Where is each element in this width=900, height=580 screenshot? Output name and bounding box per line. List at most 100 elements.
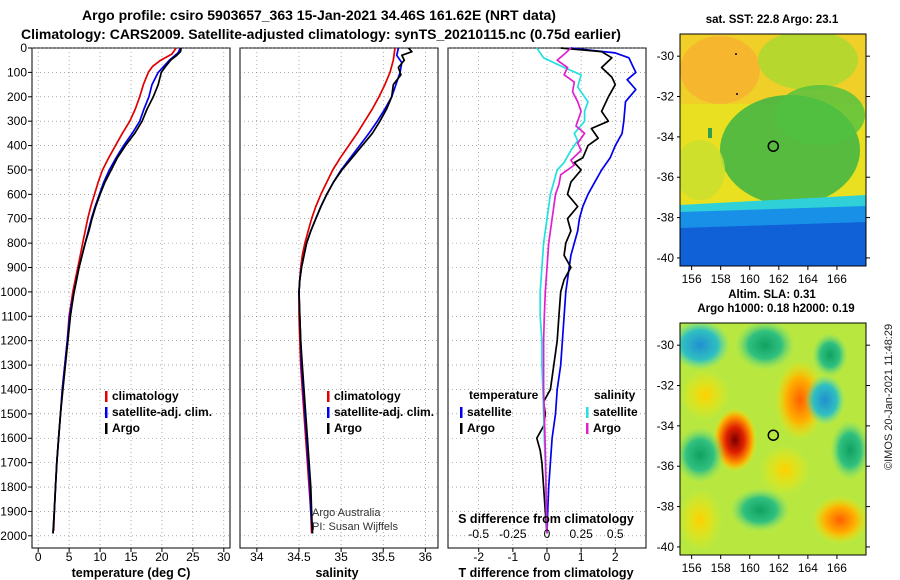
- temperature-legend: climatology satellite-adj. clim. Argo: [105, 389, 212, 435]
- series-line-climatology: [298, 47, 396, 534]
- credit-line2: PI: Susan Wijffels: [312, 521, 398, 533]
- x-tick-label: 0: [35, 550, 42, 564]
- s-difference-ticks: -0.5 -0.25 0 0.25 0.5: [468, 527, 624, 541]
- lat-tick-label: -40: [657, 251, 675, 265]
- depth-tick-label: 1000: [0, 285, 27, 299]
- lon-tick-label: 162: [769, 561, 789, 575]
- difference-grid: [448, 47, 646, 548]
- lat-tick-label: -34: [657, 419, 675, 433]
- difference-legend: temperature salinity satellite Argo sate…: [460, 388, 638, 435]
- legend-s-satellite-swatch: [586, 407, 589, 418]
- legend-satellite-swatch: [327, 407, 330, 418]
- lon-tick-label: 156: [682, 272, 702, 286]
- depth-tick-label: 1400: [0, 382, 27, 396]
- legend-temperature-heading: temperature: [469, 388, 539, 402]
- x-tick-label: 36: [419, 550, 433, 564]
- figure-title-line2: Climatology: CARS2009. Satellite-adjuste…: [21, 26, 621, 42]
- x-tick-label: 10: [93, 550, 107, 564]
- depth-tick-label: 1100: [1, 309, 27, 323]
- depth-tick-label: 900: [7, 261, 27, 275]
- lat-tick-label: -36: [657, 459, 675, 473]
- temperature-x-label: temperature (deg C): [72, 566, 191, 580]
- temperature-x-ticks: 0 5 10 15 20 25 30: [35, 548, 231, 564]
- depth-tick-label: 300: [7, 114, 27, 128]
- sla-field: [680, 323, 866, 555]
- lon-tick-label: 158: [711, 272, 731, 286]
- x-tick-label: 15: [124, 550, 138, 564]
- x-tick-label: -1: [508, 550, 519, 564]
- lon-tick-label: 162: [769, 272, 789, 286]
- depth-tick-label: 1500: [0, 407, 27, 421]
- lon-tick-label: 166: [827, 561, 847, 575]
- legend-climatology-swatch: [327, 391, 330, 402]
- s-difference-axis-label: S difference from climatology: [458, 512, 634, 526]
- x-tick-label: 0: [544, 550, 551, 564]
- legend-t-satellite-swatch: [460, 407, 463, 418]
- lon-tick-label: 164: [798, 272, 818, 286]
- salinity-lines: [298, 47, 413, 534]
- depth-axis-ticks: 0 100 200 300 400 500 600 700 800 900 1000 1100 1200…: [0, 41, 32, 543]
- salinity-plot-frame: [239, 47, 439, 549]
- legend-t-argo-swatch: [460, 423, 463, 434]
- salinity-panel: 34 34.5 35 35.5 36 salinity climatology sate…: [239, 47, 439, 580]
- legend-climatology-swatch: [105, 391, 108, 402]
- depth-tick-label: 700: [7, 212, 27, 226]
- depth-tick-label: 400: [7, 139, 27, 153]
- x-tick-label: -2: [473, 550, 484, 564]
- s-diff-tick-label: 0: [544, 527, 551, 541]
- legend-t-satellite-label: satellite: [467, 405, 512, 419]
- temperature-lines: [52, 47, 182, 534]
- lon-tick-label: 160: [740, 272, 760, 286]
- lon-tick-label: 156: [682, 561, 702, 575]
- depth-tick-label: 1800: [0, 480, 27, 494]
- s-diff-tick-label: 0.25: [569, 527, 593, 541]
- x-tick-label: 30: [217, 550, 231, 564]
- sst-map-frame: [679, 33, 867, 267]
- s-diff-tick-label: -0.5: [468, 527, 489, 541]
- legend-s-argo-label: Argo: [593, 421, 621, 435]
- x-tick-label: 35.5: [372, 550, 396, 564]
- depth-tick-label: 1700: [0, 456, 27, 470]
- depth-tick-label: 1900: [0, 504, 27, 518]
- difference-panel: -2 -1 0 1 2 -0.5 -0.25 0 0.25 0.5 T difference f…: [447, 47, 647, 580]
- legend-t-argo-label: Argo: [467, 421, 495, 435]
- legend-s-argo-swatch: [586, 423, 589, 434]
- sla-map-lon-ticks: 156 158 160 162 164 166: [682, 555, 847, 575]
- credit-line1: Argo Australia: [312, 507, 381, 519]
- depth-tick-label: 800: [7, 236, 27, 250]
- lon-tick-label: 166: [827, 272, 847, 286]
- x-tick-label: 5: [66, 550, 73, 564]
- figure-title-line1: Argo profile: csiro 5903657_363 15-Jan-2…: [82, 7, 556, 23]
- sst-map: sat. SST: 22.8 Argo: 23.1 156 158 160 162 16…: [657, 14, 870, 286]
- legend-climatology-label: climatology: [334, 389, 401, 403]
- x-tick-label: 25: [186, 550, 200, 564]
- salinity-grid: [240, 47, 438, 548]
- legend-argo-swatch: [327, 423, 330, 434]
- lat-tick-label: -30: [657, 49, 675, 63]
- difference-lines: [535, 47, 637, 534]
- depth-tick-label: 0: [20, 41, 27, 55]
- difference-x-ticks: -2 -1 0 1 2: [473, 548, 619, 564]
- series-line-s-argo: [542, 47, 586, 534]
- depth-tick-label: 200: [7, 90, 27, 104]
- sla-map-title: Altim. SLA: 0.31: [728, 289, 816, 301]
- depth-tick-label: 1200: [0, 334, 27, 348]
- x-tick-label: 34.5: [287, 550, 311, 564]
- sla-argo-position-marker: [767, 429, 780, 441]
- legend-satellite-label: satellite-adj. clim.: [112, 405, 212, 419]
- x-tick-label: 1: [578, 550, 585, 564]
- series-line-argo: [52, 47, 182, 534]
- temperature-grid: [32, 47, 230, 548]
- salinity-legend: climatology satellite-adj. clim. Argo: [327, 389, 434, 435]
- depth-tick-label: 2000: [0, 529, 27, 543]
- legend-argo-label: Argo: [334, 421, 362, 435]
- sst-map-lat-ticks: -30 -32 -34 -36 -38 -40: [657, 49, 870, 265]
- lat-tick-label: -38: [657, 211, 675, 225]
- s-diff-tick-label: 0.5: [607, 527, 624, 541]
- legend-argo-swatch: [105, 423, 108, 434]
- lat-tick-label: -32: [657, 379, 675, 393]
- imos-watermark: ©IMOS 20-Jan-2021 11:48:29: [883, 324, 895, 470]
- series-line-satellite: [546, 47, 637, 534]
- sst-field: [680, 34, 866, 266]
- lat-tick-label: -32: [657, 90, 675, 104]
